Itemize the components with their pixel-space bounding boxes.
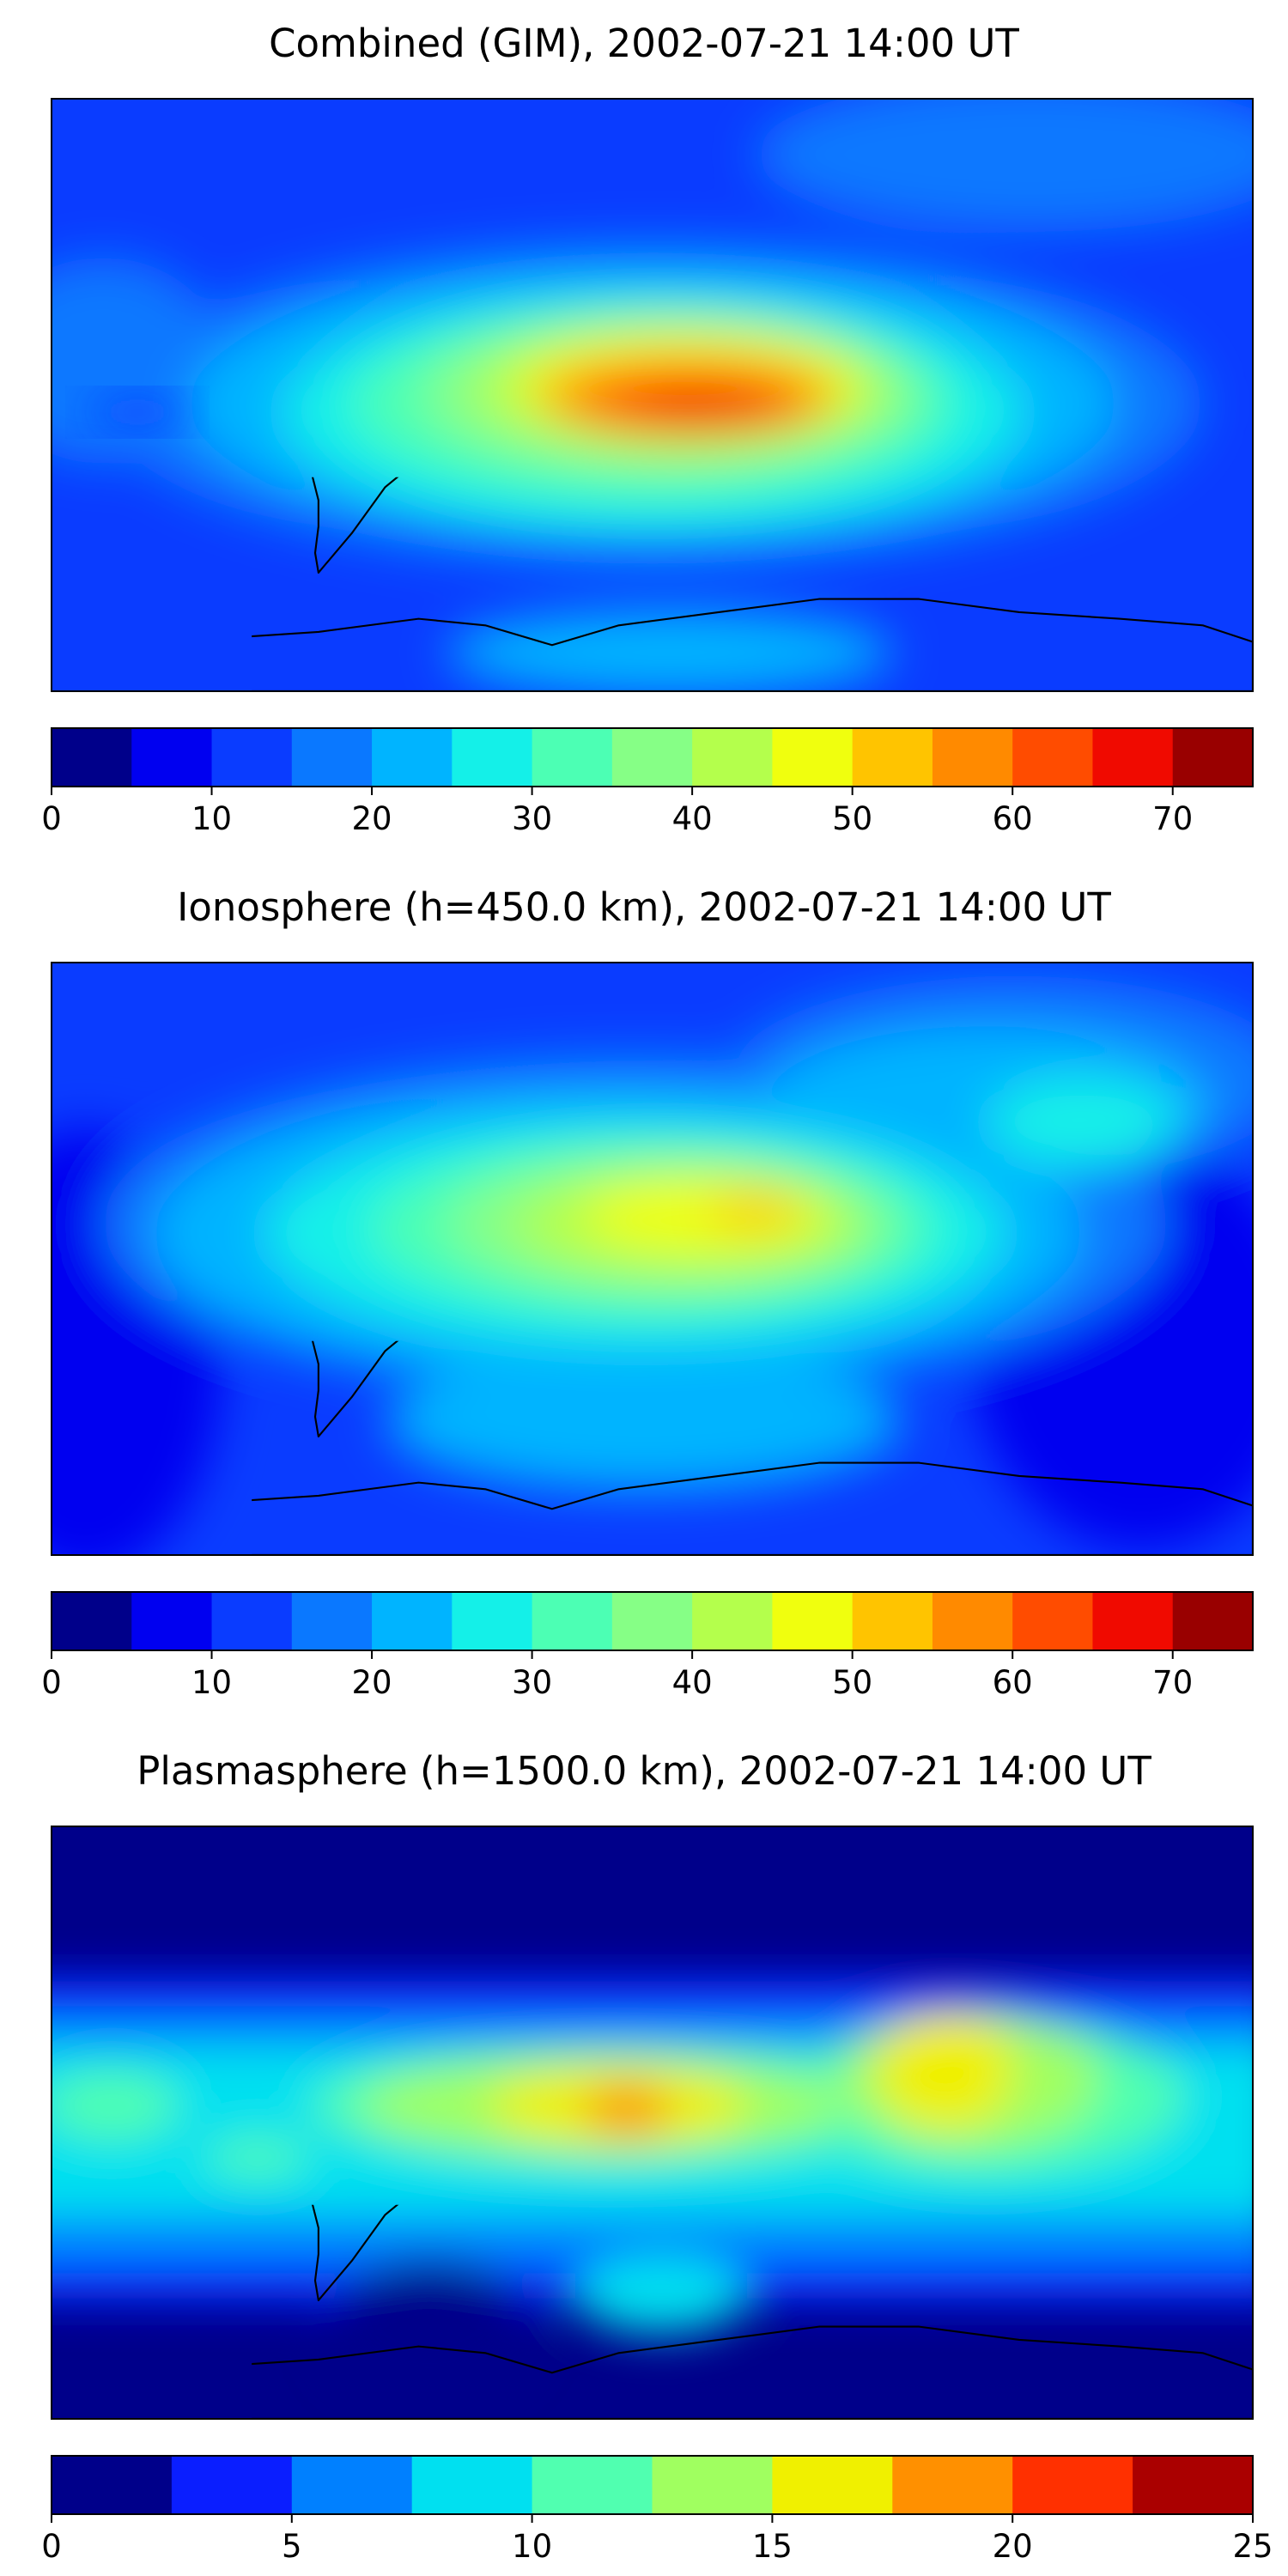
colorbar-tick-label: 5	[282, 2528, 302, 2565]
colorbar-tick-label: 70	[1152, 800, 1193, 837]
colorbar-swatch	[692, 1592, 773, 1650]
colorbar-frame	[51, 1591, 1254, 1651]
colorbar-swatch	[852, 1592, 933, 1650]
colorbar-frame	[51, 727, 1254, 787]
map-frame	[51, 962, 1254, 1556]
colorbar-tick-label: 50	[832, 1664, 872, 1701]
map-title: Plasmasphere (h=1500.0 km), 2002-07-21 1…	[137, 1748, 1151, 1794]
colorbar-swatch	[611, 1592, 693, 1650]
colorbar-swatch	[171, 2456, 293, 2514]
colorbar-tick-label: 20	[993, 2528, 1033, 2565]
colorbar-swatch	[532, 2456, 653, 2514]
tec-field-combined	[52, 99, 1253, 691]
colorbar-swatch	[852, 728, 933, 787]
colorbar-swatch	[452, 1592, 533, 1650]
colorbar-combined: 0 10 20 30 40 50 60 70	[41, 727, 1254, 837]
colorbar-ionosphere: 0 10 20 30 40 50 60 70	[41, 1591, 1254, 1701]
colorbar-tick-label: 25	[1232, 2528, 1273, 2565]
colorbar-tick-label: 30	[512, 1664, 552, 1701]
tec-field-plasmasphere	[52, 1826, 1253, 2419]
colorbar-swatch	[892, 2456, 1013, 2514]
colorbar-tick-label: 0	[41, 800, 62, 837]
colorbar-tick-label: 10	[512, 2528, 552, 2565]
colorbar-swatch	[1133, 2456, 1254, 2514]
colorbar-frame	[51, 2455, 1254, 2515]
colorbar-swatch	[1092, 1592, 1174, 1650]
colorbar-swatch	[611, 728, 693, 787]
colorbar-swatch	[291, 728, 373, 787]
colorbar-tick-label: 60	[993, 1664, 1033, 1701]
colorbar-swatch	[532, 728, 613, 787]
colorbar-swatch	[772, 728, 854, 787]
colorbar-swatch	[52, 1592, 132, 1650]
colorbar-swatch	[772, 2456, 893, 2514]
plasmasphere-figure-svg: 0 5 10 15 20 25	[41, 1826, 1273, 2565]
colorbar-tick-label: 40	[672, 1664, 713, 1701]
colorbar-tick-label: 70	[1152, 1664, 1193, 1701]
colorbar-swatch	[131, 1592, 213, 1650]
colorbar-swatch	[1172, 728, 1254, 787]
colorbar-tick-label: 60	[993, 800, 1033, 837]
colorbar-tick-label: 20	[352, 800, 392, 837]
colorbar-swatch	[1172, 1592, 1254, 1650]
ionosphere-figure-svg: 0 10 20 30 40 50 60 70	[41, 962, 1255, 1701]
colorbar-swatch	[692, 728, 773, 787]
colorbar-tick-label: 0	[41, 2528, 62, 2565]
colorbar-tick-label: 0	[41, 1664, 62, 1701]
colorbar-tick-label: 40	[672, 800, 713, 837]
colorbar-swatch	[1092, 728, 1174, 787]
map-title: Combined (GIM), 2002-07-21 14:00 UT	[269, 21, 1019, 66]
colorbar-swatch	[1012, 728, 1094, 787]
colorbar-swatch	[291, 1592, 373, 1650]
colorbar-swatch	[772, 1592, 854, 1650]
colorbar-tick-label: 15	[752, 2528, 793, 2565]
panel-ionosphere: Ionosphere (h=450.0 km), 2002-07-21 14:0…	[0, 864, 1288, 1705]
colorbar-swatch	[1012, 2456, 1133, 2514]
colorbar-swatch	[532, 1592, 613, 1650]
colorbar-swatch	[372, 1592, 453, 1650]
colorbar-tick-label: 10	[191, 800, 232, 837]
colorbar-swatch	[932, 728, 1013, 787]
panel-combined: Combined (GIM), 2002-07-21 14:00 UT	[0, 0, 1288, 841]
colorbar-swatch	[52, 728, 132, 787]
combined-figure-svg: 0 10 20 30 40 50 60 70	[41, 98, 1255, 837]
colorbar-tick-label: 50	[832, 800, 872, 837]
panel-plasmasphere: Plasmasphere (h=1500.0 km), 2002-07-21 1…	[0, 1728, 1288, 2569]
colorbar-swatch	[932, 1592, 1013, 1650]
map-frame	[51, 98, 1254, 692]
colorbar-plasmasphere: 0 5 10 15 20 25	[41, 2455, 1273, 2565]
colorbar-swatch	[411, 2456, 533, 2514]
colorbar-swatch	[452, 728, 533, 787]
colorbar-swatch	[1012, 1592, 1094, 1650]
colorbar-swatch	[131, 728, 213, 787]
map-frame	[51, 1826, 1254, 2420]
colorbar-tick-label: 30	[512, 800, 552, 837]
map-title: Ionosphere (h=450.0 km), 2002-07-21 14:0…	[177, 884, 1111, 930]
colorbar-swatch	[211, 1592, 293, 1650]
colorbar-swatch	[211, 728, 293, 787]
colorbar-swatch	[652, 2456, 773, 2514]
colorbar-swatch	[291, 2456, 413, 2514]
colorbar-tick-label: 20	[352, 1664, 392, 1701]
colorbar-swatch	[52, 2456, 173, 2514]
tec-field-ionosphere	[52, 963, 1253, 1555]
colorbar-swatch	[372, 728, 453, 787]
colorbar-tick-label: 10	[191, 1664, 232, 1701]
